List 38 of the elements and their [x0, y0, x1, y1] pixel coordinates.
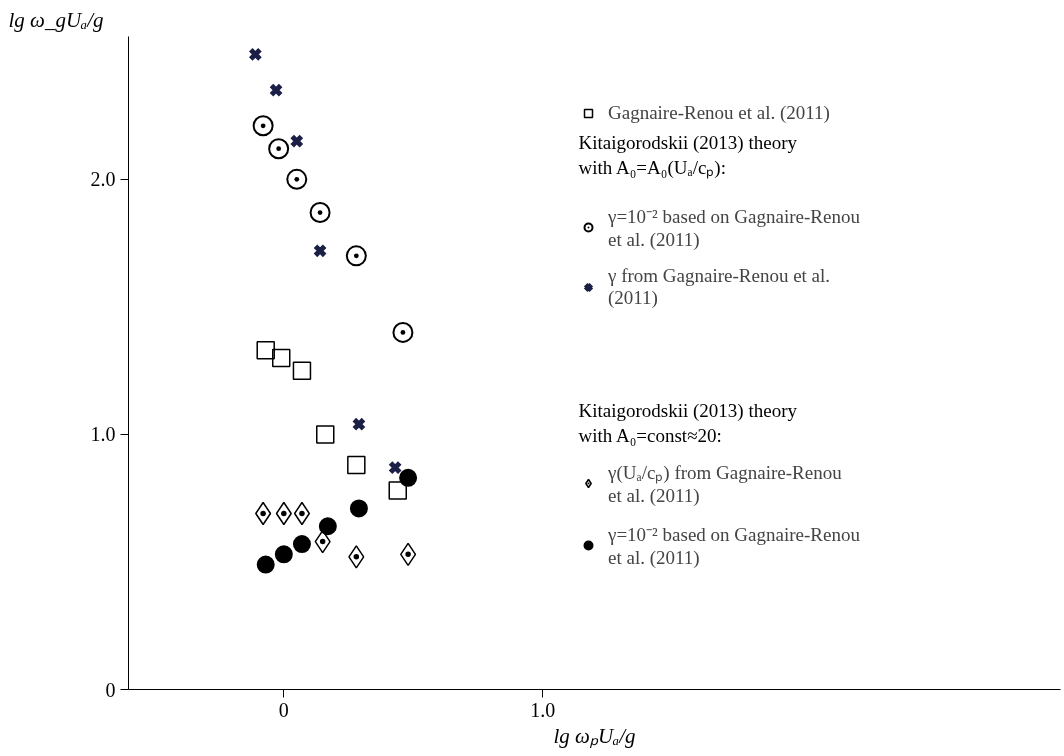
legend-label: γ=10⁻² based on Gagnaire-Renou et al. (2011)	[608, 205, 860, 251]
point	[293, 501, 311, 526]
point	[256, 555, 275, 574]
point	[351, 417, 367, 432]
point	[388, 460, 403, 475]
point	[268, 82, 284, 98]
legend-label: Gagnaire-Renou et al. (2011)	[608, 102, 830, 124]
point	[312, 243, 328, 258]
annotation: Kitaigorodskii (2013) theory with A₀=A₀(Uₐ/cₚ):	[578, 131, 798, 179]
y-tick-label: 0	[105, 678, 116, 701]
point	[349, 499, 368, 518]
point	[252, 115, 274, 137]
point	[292, 361, 312, 380]
legend-label: γ=10⁻² based on Gagnaire-Renou et al. (2011)	[608, 523, 860, 569]
point	[309, 202, 331, 223]
point	[388, 481, 407, 500]
annotation: Kitaigorodskii (2013) theory with A₀=const≈20:	[578, 399, 798, 446]
point	[248, 47, 263, 62]
point	[256, 341, 275, 360]
legend-label: γ(Uₐ/cₚ) from Gagnaire-Renou et al. (2011)	[608, 461, 842, 507]
point	[345, 245, 367, 267]
legend-label: γ from Gagnaire-Renou et al. (2011)	[608, 265, 831, 309]
point	[286, 168, 308, 190]
y-tick-label: 1.0	[90, 423, 116, 446]
point	[392, 321, 414, 343]
point	[347, 455, 366, 475]
point	[316, 425, 335, 444]
point	[318, 517, 337, 536]
y-tick-label: 2.0	[90, 168, 116, 191]
point	[348, 545, 365, 569]
point	[399, 468, 418, 487]
point	[271, 348, 291, 368]
point	[274, 545, 293, 564]
x-axis-title: lg ωₚUₐ/g	[553, 723, 636, 749]
point	[289, 133, 304, 149]
y-axis-title: lg ω_gUₐ/g	[8, 7, 104, 32]
point	[292, 535, 311, 554]
point	[268, 138, 290, 160]
